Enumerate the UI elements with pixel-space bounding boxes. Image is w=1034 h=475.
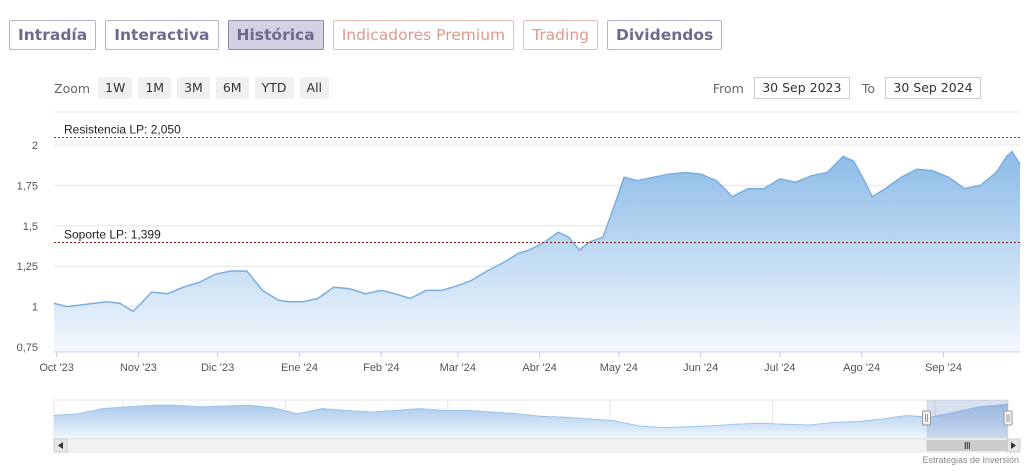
tab-trading[interactable]: Trading — [523, 20, 598, 50]
tab-dividendos[interactable]: Dividendos — [607, 20, 723, 50]
y-axis-ticks: 0,75 1 1,25 1,5 1,75 2 — [17, 140, 38, 354]
zoom-button-3m[interactable]: 3M — [177, 77, 210, 99]
navigator-line — [53, 403, 1009, 429]
navigator-selection[interactable] — [926, 400, 1008, 438]
y-tick-label: 0,75 — [17, 342, 38, 354]
navigator-scrollbar[interactable] — [53, 438, 1021, 453]
from-label: From — [712, 80, 744, 96]
zoom-button-6m[interactable]: 6M — [215, 77, 249, 99]
chart-credit: Estrategias de Inversión — [922, 455, 1019, 465]
main-series — [53, 150, 1021, 352]
zoom-button-all[interactable]: All — [299, 77, 330, 99]
zoom-button-1m[interactable]: 1M — [138, 77, 172, 99]
zoom-button-ytd[interactable]: YTD — [254, 77, 294, 99]
x-tick-label: Dic '23 — [201, 362, 234, 374]
chart-tabs: Intradía Interactiva Histórica Indicador… — [9, 20, 723, 50]
date-range-selector: From 30 Sep 2023 To 30 Sep 2024 — [713, 77, 981, 99]
support-label: Soporte LP: 1,399 — [64, 228, 161, 242]
x-tick-label: Ago '24 — [843, 362, 880, 374]
zoom-label: Zoom — [54, 80, 91, 96]
x-tick-label: Oct '23 — [39, 362, 74, 374]
x-tick-label: Ene '24 — [281, 362, 318, 374]
to-label: To — [861, 80, 875, 96]
to-date-input[interactable]: 30 Sep 2024 — [885, 77, 981, 99]
y-tick-label: 1,5 — [23, 221, 38, 233]
x-tick-label: Sep '24 — [925, 362, 962, 374]
navigator-handle-left[interactable] — [921, 410, 931, 426]
y-tick-label: 1,75 — [17, 180, 38, 192]
x-tick-label: Feb '24 — [363, 362, 399, 374]
x-tick-label: Jun '24 — [683, 362, 718, 374]
y-tick-label: 1,25 — [17, 261, 38, 273]
navigator-handle-right[interactable] — [1003, 410, 1013, 426]
tab-interactiva[interactable]: Interactiva — [105, 20, 219, 50]
x-tick-label: Mar '24 — [440, 362, 476, 374]
reference-lines: Resistencia LP: 2,050 Soporte LP: 1,399 — [54, 123, 1020, 243]
x-tick-label: Nov '23 — [120, 362, 157, 374]
resistance-label: Resistencia LP: 2,050 — [64, 123, 181, 137]
chevron-left-icon — [58, 442, 63, 449]
y-tick-label: 2 — [32, 140, 38, 152]
navigator[interactable]: 201420162018202020222024 — [53, 399, 1021, 453]
zoom-selector: Zoom 1W 1M 3M 6M YTD All — [54, 77, 335, 99]
x-tick-label: May '24 — [600, 362, 638, 374]
price-line — [53, 150, 1021, 313]
price-area — [54, 151, 1020, 352]
zoom-button-1w[interactable]: 1W — [98, 77, 133, 99]
chevron-right-icon — [1011, 442, 1016, 449]
tab-indicadores-premium[interactable]: Indicadores Premium — [332, 20, 515, 50]
x-tick-label: Abr '24 — [522, 362, 557, 374]
x-axis-ticks: Oct '23 Nov '23 Dic '23 Ene '24 Feb '24 Mar '… — [39, 351, 1020, 374]
from-date-input[interactable]: 30 Sep 2023 — [753, 77, 850, 99]
tab-historica[interactable]: Histórica — [227, 20, 324, 50]
tab-intradia[interactable]: Intradía — [9, 20, 97, 50]
x-tick-label: Jul '24 — [764, 362, 795, 374]
y-tick-label: 1 — [32, 302, 38, 314]
